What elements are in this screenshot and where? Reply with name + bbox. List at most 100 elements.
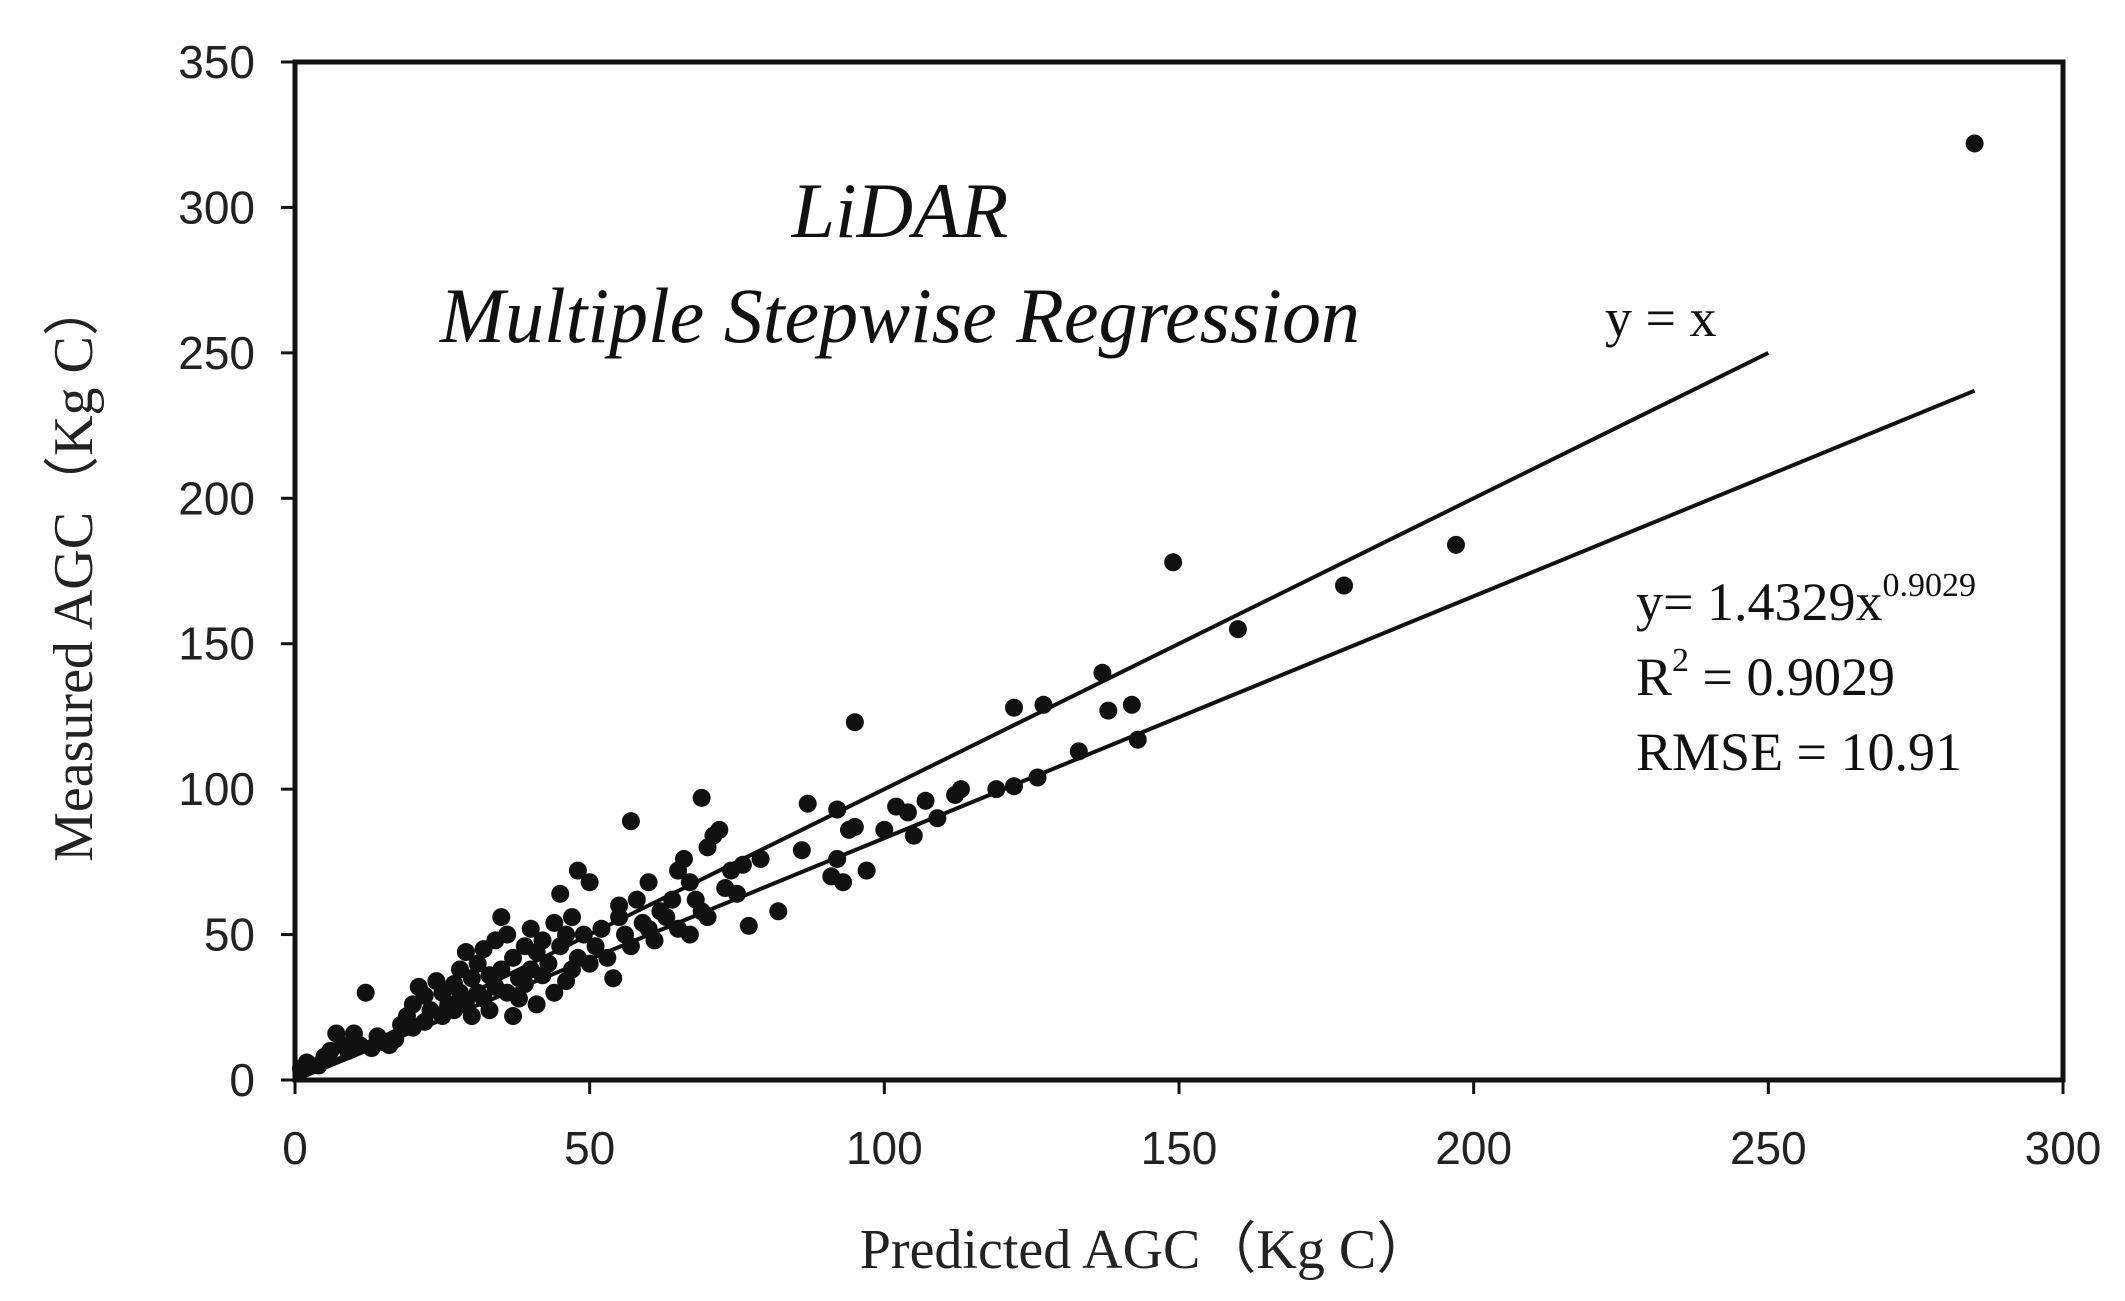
data-point xyxy=(828,800,847,819)
x-axis-title: Predicted AGC（Kg C） xyxy=(860,1219,1432,1281)
data-point xyxy=(739,916,758,935)
data-point xyxy=(1028,768,1047,787)
x-tick-label: 150 xyxy=(1141,1122,1218,1174)
r-squared: R2 = 0.9029 xyxy=(1636,642,1895,707)
data-point xyxy=(674,849,693,868)
data-point xyxy=(462,969,481,988)
y-tick-label: 300 xyxy=(178,181,255,233)
y-tick-label: 200 xyxy=(178,472,255,524)
data-point xyxy=(792,841,811,860)
data-point xyxy=(751,849,770,868)
data-point xyxy=(692,788,711,807)
data-point xyxy=(845,713,864,732)
data-point xyxy=(580,954,599,973)
equation-prefix: y= 1.4329x xyxy=(1636,572,1882,632)
data-point xyxy=(680,925,699,944)
data-point xyxy=(898,803,917,822)
r-squared-prefix: R xyxy=(1636,647,1672,707)
data-point xyxy=(1128,730,1147,749)
r-squared-sup: 2 xyxy=(1672,642,1689,679)
data-point xyxy=(928,809,947,828)
y-tick-label: 0 xyxy=(229,1054,255,1106)
data-point xyxy=(733,855,752,874)
x-tick-label: 100 xyxy=(846,1122,923,1174)
data-point xyxy=(539,954,558,973)
data-point xyxy=(551,884,570,903)
data-point xyxy=(680,873,699,892)
data-point xyxy=(798,794,817,813)
data-point xyxy=(621,812,640,831)
data-point xyxy=(1004,777,1023,796)
data-point xyxy=(987,780,1006,799)
y-axis-title: Measured AGC（Kg C） xyxy=(43,280,105,862)
data-point xyxy=(504,948,523,967)
data-point xyxy=(657,908,676,927)
chart-subtitle: Multiple Stepwise Regression xyxy=(439,272,1360,359)
data-point xyxy=(1069,742,1088,761)
chart-title: LiDAR xyxy=(791,167,1009,254)
x-tick-label: 0 xyxy=(282,1122,308,1174)
data-point xyxy=(562,908,581,927)
data-point xyxy=(1099,701,1118,720)
data-point xyxy=(728,884,746,903)
data-point xyxy=(498,925,517,944)
data-point xyxy=(492,960,511,979)
data-point xyxy=(828,849,847,868)
r-squared-value: = 0.9029 xyxy=(1689,647,1895,707)
data-point xyxy=(639,873,658,892)
data-point xyxy=(769,902,788,921)
data-point xyxy=(1228,620,1247,639)
data-point xyxy=(462,1007,481,1026)
data-point xyxy=(504,1007,523,1026)
y-tick-label: 150 xyxy=(178,618,255,670)
data-point xyxy=(845,817,864,836)
data-point xyxy=(875,820,894,839)
data-point xyxy=(645,931,664,950)
data-point xyxy=(533,931,552,950)
data-point xyxy=(592,919,611,938)
identity-line-label: y = x xyxy=(1605,288,1716,348)
data-point xyxy=(610,896,629,915)
data-point xyxy=(1965,134,1984,153)
data-point xyxy=(492,908,511,927)
data-point xyxy=(580,873,599,892)
data-point xyxy=(415,986,434,1005)
data-point xyxy=(710,820,729,839)
data-point xyxy=(904,826,923,845)
data-point xyxy=(951,780,970,799)
data-point xyxy=(468,954,487,973)
y-tick-label: 250 xyxy=(178,327,255,379)
data-point xyxy=(663,890,682,909)
regression-equation: y= 1.4329x0.9029 xyxy=(1636,567,1976,632)
data-point xyxy=(1093,663,1112,682)
data-point xyxy=(515,975,534,994)
data-point xyxy=(521,919,540,938)
data-point xyxy=(916,791,935,810)
y-axis: 0 50 100 150 200 250 300 350 xyxy=(178,36,295,1106)
data-point xyxy=(557,925,576,944)
data-point xyxy=(386,1030,405,1049)
data-point xyxy=(527,995,546,1014)
y-tick-label: 100 xyxy=(178,763,255,815)
x-tick-label: 300 xyxy=(2025,1122,2102,1174)
data-point xyxy=(1034,695,1053,714)
equation-exponent: 0.9029 xyxy=(1882,567,1976,604)
data-point xyxy=(857,861,876,880)
data-point xyxy=(1122,695,1141,714)
data-point xyxy=(1164,553,1183,572)
data-point xyxy=(1004,698,1023,717)
data-point xyxy=(834,873,853,892)
rmse: RMSE = 10.91 xyxy=(1636,722,1962,782)
x-tick-label: 50 xyxy=(564,1122,615,1174)
data-point xyxy=(568,861,587,880)
data-point xyxy=(627,890,646,909)
data-point xyxy=(1335,576,1354,595)
x-tick-label: 250 xyxy=(1730,1122,1807,1174)
data-point xyxy=(698,908,717,927)
data-point xyxy=(456,943,475,962)
data-point xyxy=(480,1001,499,1020)
data-point xyxy=(545,983,564,1002)
x-tick-label: 200 xyxy=(1435,1122,1512,1174)
data-point xyxy=(356,983,375,1002)
